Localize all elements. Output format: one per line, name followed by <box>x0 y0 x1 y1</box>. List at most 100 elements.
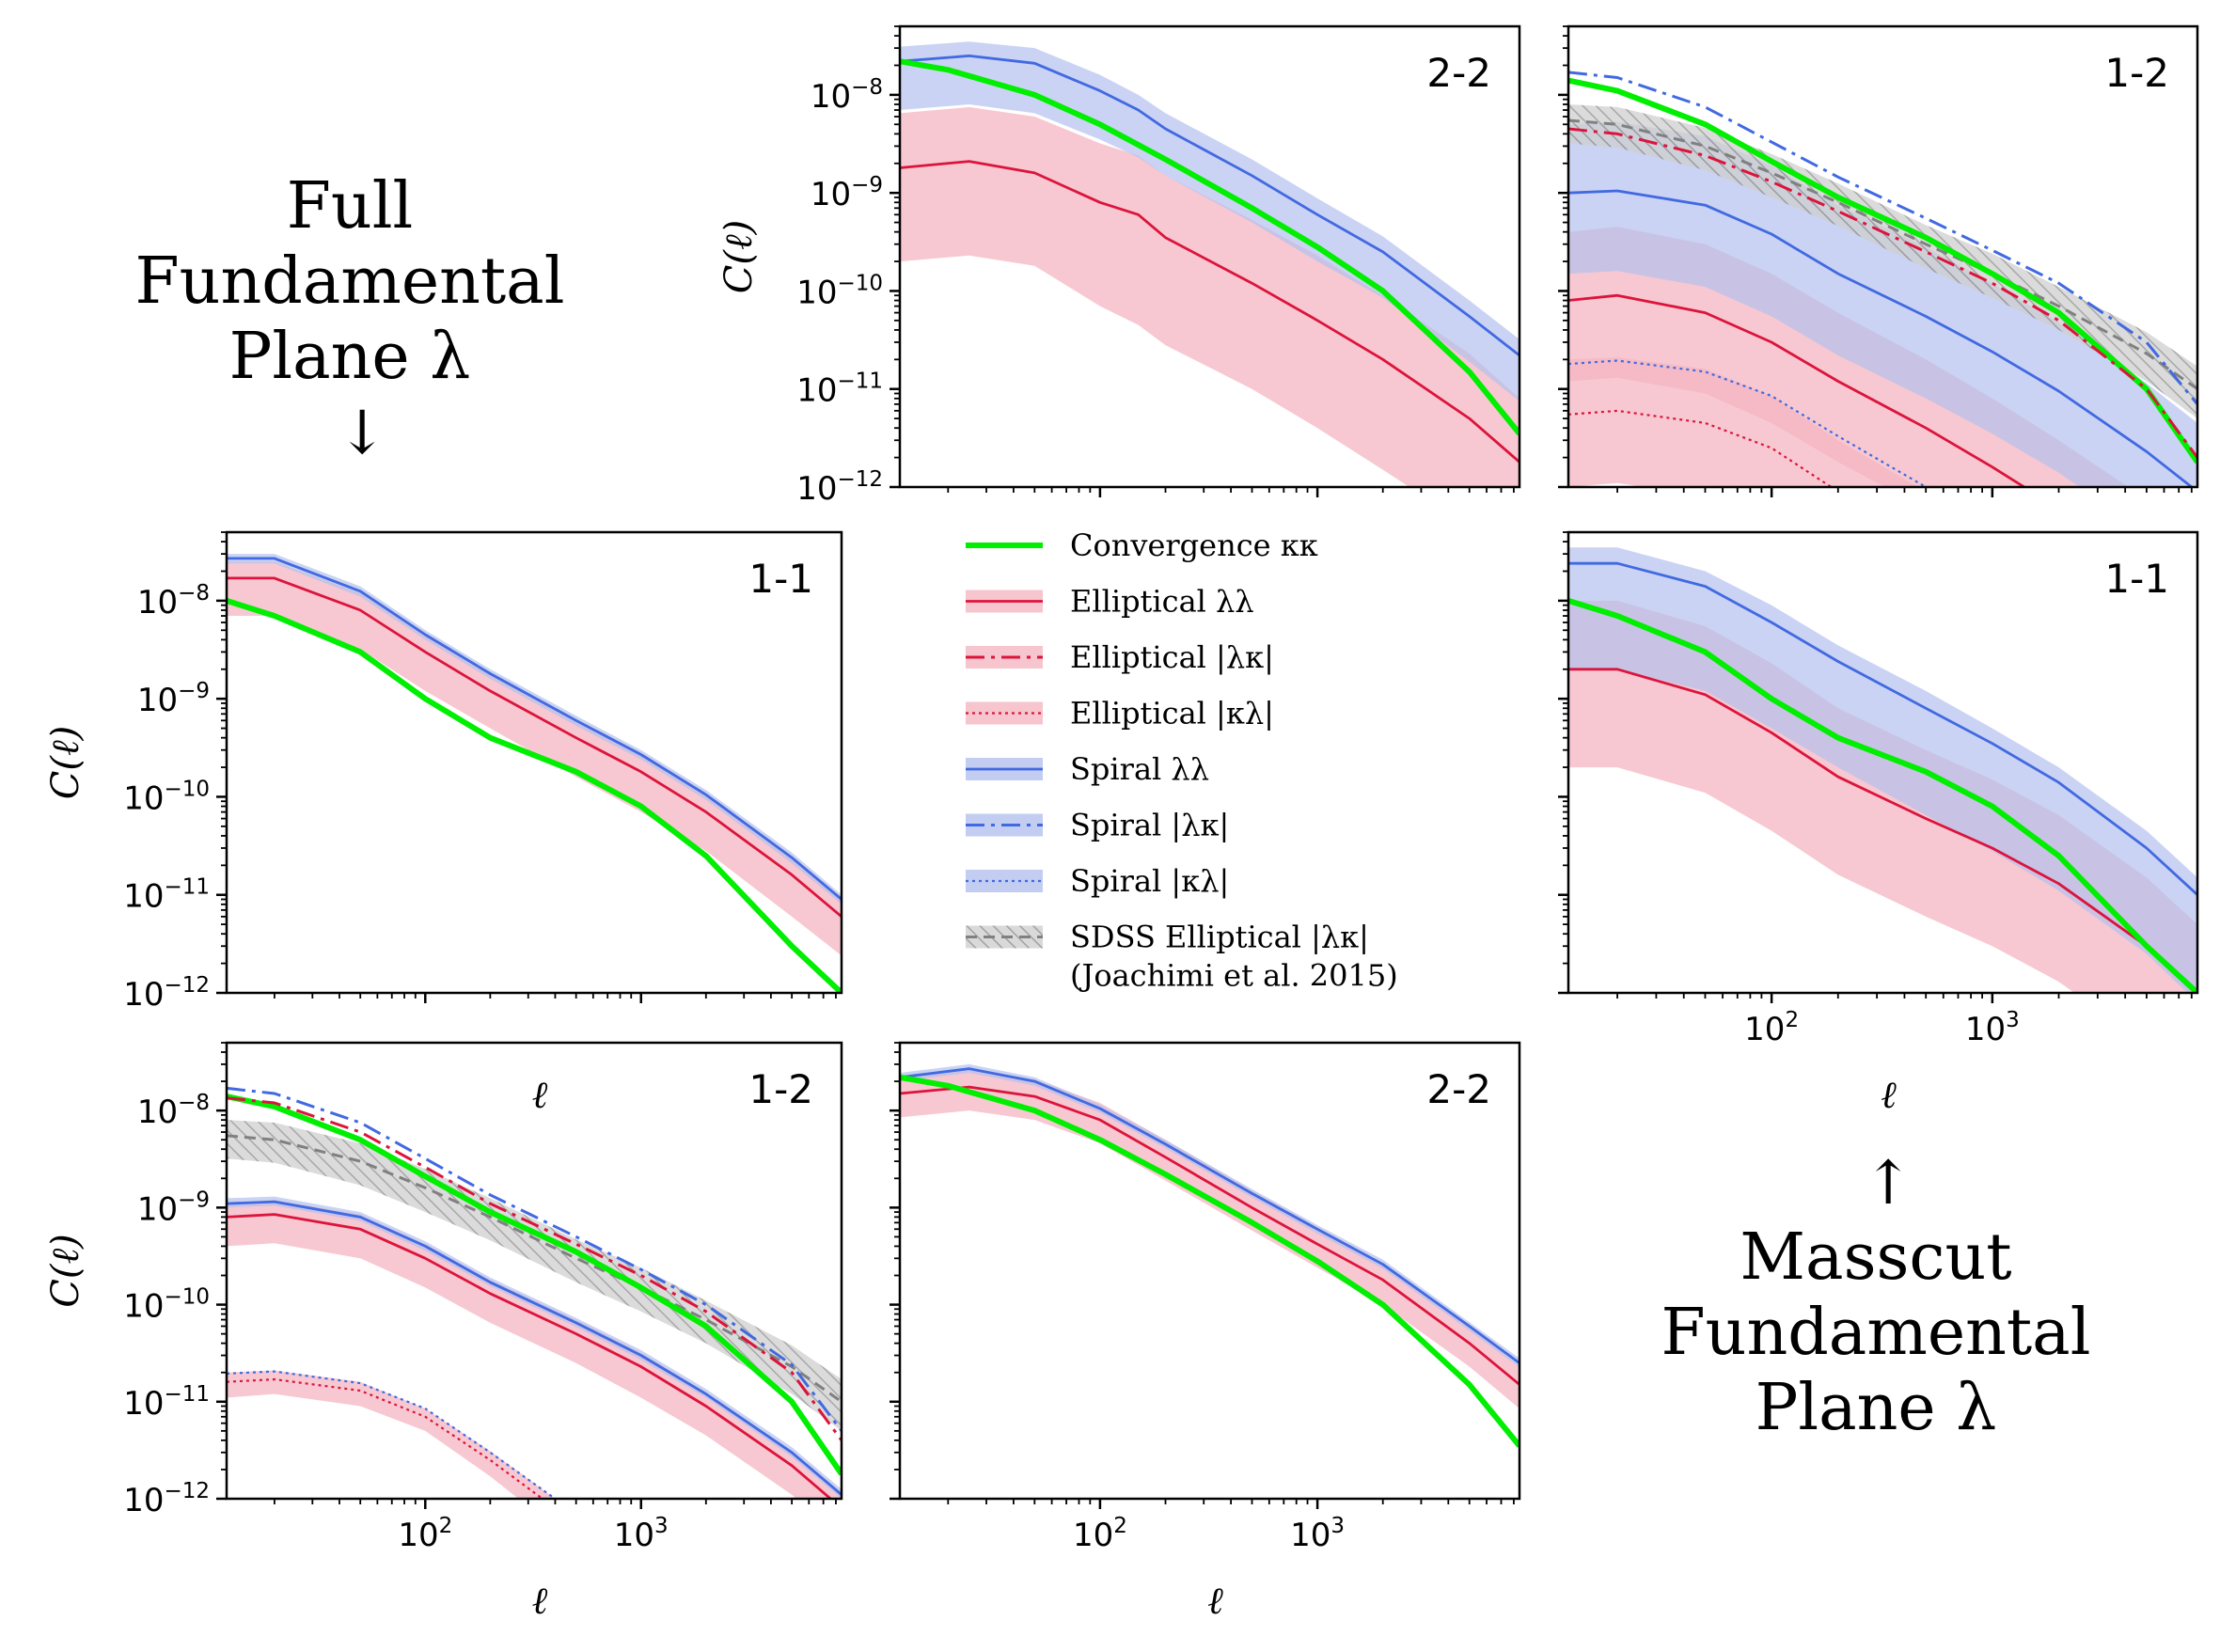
x-tick-label: 102 <box>1073 1514 1127 1554</box>
x-axis-label: ℓ <box>532 1580 548 1623</box>
plot-area <box>227 554 842 993</box>
series-spi_ll <box>227 1200 842 1496</box>
y-tick-label: 10−11 <box>123 875 210 916</box>
panel-tag: 1-2 <box>748 1066 813 1112</box>
series-spi_lk <box>1568 71 2197 405</box>
legend-label-2: (Joachimi et al. 2015) <box>1070 958 1398 994</box>
legend-label: Elliptical |κλ| <box>1070 696 1274 732</box>
full-fp-line-3: Plane λ <box>229 320 471 394</box>
series-conv <box>1568 598 2197 993</box>
y-tick-label: 10−11 <box>796 370 883 410</box>
series-ell_ll <box>900 1085 1519 1386</box>
legend-swatch-band <box>966 870 1043 892</box>
band-ell_ll <box>900 1068 1519 1409</box>
series-ell_ll <box>900 160 1519 464</box>
masscut-fp-line-2: Fundamental <box>1661 1296 2091 1370</box>
series-conv <box>227 1093 842 1476</box>
legend-entry-ell_kl: Elliptical |κλ| <box>966 696 1274 732</box>
panel-full-1-2: 10−8 10−9 10−10 10−11 10−12 102 103 ℓ C(ℓ) 1-2 <box>44 1041 843 1623</box>
x-axis-label: ℓ <box>1207 1580 1223 1623</box>
series-conv <box>900 58 1519 436</box>
series-spi_ll <box>900 55 1519 357</box>
series-ell_ll <box>227 576 842 918</box>
band-spi_ll <box>900 41 1519 401</box>
legend-label: Spiral λλ <box>1070 751 1209 787</box>
y-axis-label: C(ℓ) <box>44 726 87 799</box>
panel-tag: 1-1 <box>2104 556 2169 602</box>
band-ell_kl <box>1568 357 1918 487</box>
y-tick-label: 10−10 <box>123 1285 210 1326</box>
panel-tag: 1-1 <box>748 556 813 602</box>
y-tick-label: 10−8 <box>811 75 883 116</box>
x-axis-label: ℓ <box>1881 1074 1897 1117</box>
legend-label: Elliptical |λκ| <box>1070 639 1274 675</box>
axes-frame <box>898 24 1521 489</box>
panel-masscut-1-1: 102 103 ℓ 1-1 <box>1558 530 2199 1117</box>
band-ell_ll <box>227 1200 842 1499</box>
legend-entry-spi_lk: Spiral |λκ| <box>966 808 1229 843</box>
axes-frame <box>1567 24 2199 489</box>
series-conv <box>900 1074 1519 1448</box>
series-ell_lk <box>1568 127 2197 459</box>
panel-full-1-1: 10−8 10−9 10−10 10−11 10−12 ℓ C(ℓ) 1-1 <box>44 530 843 1117</box>
band-spi_ll <box>1568 547 2197 993</box>
y-tick-label: 10−9 <box>137 679 210 719</box>
band-ell_ll <box>900 106 1519 487</box>
y-axis-label: C(ℓ) <box>717 220 761 293</box>
y-tick-label: 10−12 <box>123 1479 210 1519</box>
full-fp-line-2: Fundamental <box>135 244 565 319</box>
x-tick-label: 103 <box>614 1514 669 1554</box>
plot-area <box>227 1086 842 1499</box>
series-ell_ll <box>1568 293 2027 487</box>
series-spi_ll <box>900 1067 1519 1364</box>
axes-frame <box>898 1041 1521 1501</box>
y-tick-label: 10−11 <box>123 1382 210 1423</box>
series-spi_ll <box>1568 189 2195 487</box>
masscut-fp-annotation: ↑ Masscut Fundamental Plane λ <box>1661 1149 2091 1445</box>
y-tick-label: 10−9 <box>811 173 883 213</box>
series-spi_lk <box>227 1086 842 1432</box>
series-ell_lk <box>227 1096 842 1441</box>
legend-swatch-band <box>966 701 1043 725</box>
series-spi_ll <box>227 557 842 901</box>
legend-label: Spiral |κλ| <box>1070 863 1229 899</box>
x-tick-label: 102 <box>1744 1008 1799 1048</box>
axes-frame <box>225 1041 843 1501</box>
band-sdss <box>227 1120 842 1431</box>
panel-masscut-2-2: 10−8 10−9 10−10 10−11 10−12 C(ℓ) 2-2 <box>717 24 1521 508</box>
series-ell_ll <box>1568 668 2197 993</box>
y-tick-label: 10−12 <box>796 467 883 508</box>
legend-entry-sdss: SDSS Elliptical |λκ|(Joachimi et al. 201… <box>966 920 1398 994</box>
down-arrow-icon: ↓ <box>337 399 387 468</box>
y-tick-label: 10−10 <box>796 271 883 311</box>
panel-tag: 1-2 <box>2104 50 2169 96</box>
series-ell_kl <box>227 1377 544 1499</box>
legend-entry-spi_kl: Spiral |κλ| <box>966 863 1229 899</box>
legend-label: Spiral |λκ| <box>1070 808 1229 843</box>
y-axis-label: C(ℓ) <box>44 1234 87 1307</box>
band-sdss <box>1568 104 2197 419</box>
legend-entry-conv: Convergence κκ <box>966 527 1318 563</box>
full-fp-line-1: Full <box>287 169 413 244</box>
y-tick-label: 10−9 <box>137 1188 210 1228</box>
panel-tag: 2-2 <box>1426 1066 1491 1112</box>
series-spi_kl <box>227 1370 558 1499</box>
series-spi_ll <box>1568 561 2197 896</box>
plot-area <box>900 1063 1519 1448</box>
legend-label: Convergence κκ <box>1070 527 1318 563</box>
legend-entry-ell_lk: Elliptical |λκ| <box>966 639 1274 675</box>
legend: Convergence κκ Elliptical λλ Elliptical |λ… <box>966 527 1398 994</box>
legend-label: Elliptical λλ <box>1070 584 1254 620</box>
series-sdss <box>227 1134 842 1404</box>
plot-area <box>1568 547 2197 993</box>
masscut-fp-line-3: Plane λ <box>1756 1371 1997 1445</box>
x-tick-label: 103 <box>1965 1008 2020 1048</box>
up-arrow-icon: ↑ <box>1863 1149 1913 1219</box>
panel-masscut-1-2: 1-2 <box>1558 24 2199 497</box>
panel-full-2-2: 102 103 ℓ 2-2 <box>890 1041 1521 1623</box>
y-tick-label: 10−10 <box>123 777 210 817</box>
panel-tag: 2-2 <box>1426 50 1491 96</box>
y-tick-label: 10−12 <box>123 973 210 1014</box>
series-ell_ll <box>227 1213 833 1499</box>
